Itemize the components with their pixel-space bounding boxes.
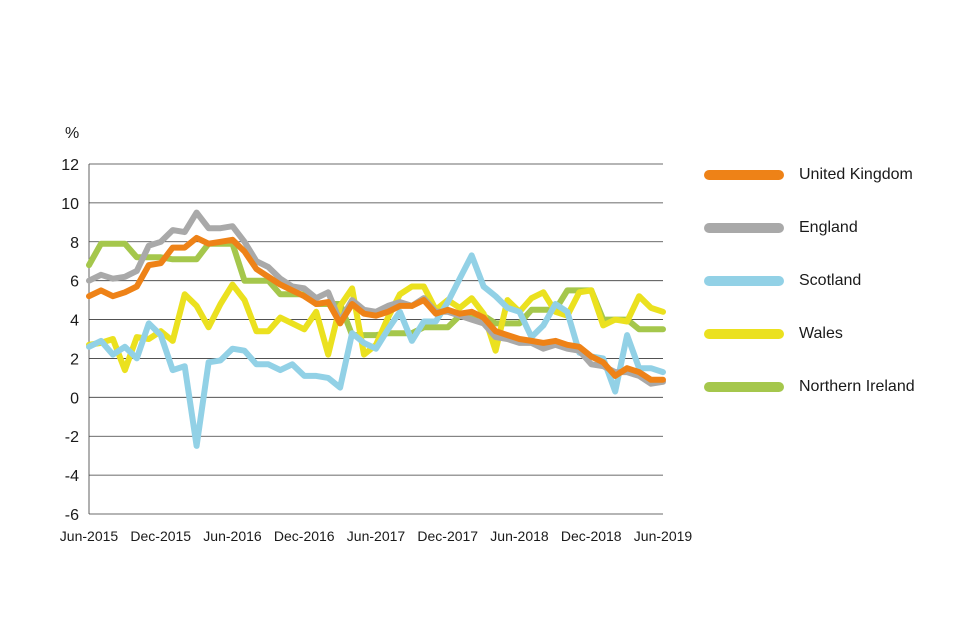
legend-swatch xyxy=(704,381,784,392)
legend-label: Scotland xyxy=(799,271,862,289)
x-tick-label: Dec-2015 xyxy=(130,528,191,544)
x-axis-ticks: Jun-2015 Dec-2015 Jun-2016 Dec-2016 Jun-2017… xyxy=(60,528,693,544)
y-tick-label: -4 xyxy=(65,468,79,485)
y-axis-unit-label: % xyxy=(65,125,79,142)
series-line-united-kingdom xyxy=(86,234,666,383)
gridlines xyxy=(88,163,663,515)
x-tick-label: Jun-2018 xyxy=(490,528,549,544)
series-line-england xyxy=(86,209,666,387)
legend-item-scotland: Scotland xyxy=(704,254,954,307)
legend-swatch xyxy=(704,169,784,180)
legend-item-northern-ireland: Northern Ireland xyxy=(704,360,954,413)
x-tick-label: Jun-2019 xyxy=(634,528,693,544)
y-tick-label: 2 xyxy=(70,351,79,368)
y-tick-label: 0 xyxy=(70,390,79,407)
x-tick-label: Dec-2017 xyxy=(417,528,478,544)
x-tick-label: Jun-2015 xyxy=(60,528,119,544)
legend-swatch xyxy=(704,328,784,339)
series-line-wales xyxy=(86,281,666,374)
y-tick-label: 12 xyxy=(61,157,79,174)
legend-label: England xyxy=(799,218,858,236)
x-tick-label: Jun-2016 xyxy=(203,528,262,544)
legend-item-england: England xyxy=(704,201,954,254)
legend-item-united-kingdom: United Kingdom xyxy=(704,148,954,201)
series-lines xyxy=(86,209,666,449)
x-tick-label: Dec-2016 xyxy=(274,528,335,544)
legend-label: Northern Ireland xyxy=(799,377,915,395)
y-tick-label: -2 xyxy=(65,429,79,446)
y-tick-label: 4 xyxy=(70,313,79,330)
y-tick-label: -6 xyxy=(65,507,79,524)
y-tick-label: 10 xyxy=(61,196,79,213)
x-tick-label: Dec-2018 xyxy=(561,528,622,544)
y-tick-label: 6 xyxy=(70,274,79,291)
legend-swatch xyxy=(704,275,784,286)
legend-item-wales: Wales xyxy=(704,307,954,360)
series-line-northern-ireland xyxy=(86,240,666,339)
legend: United Kingdom England Scotland Wales No… xyxy=(704,148,954,413)
series-line-scotland xyxy=(86,252,666,449)
y-axis-ticks: 12 10 8 6 4 2 0 -2 -4 -6 xyxy=(61,157,79,524)
legend-label: United Kingdom xyxy=(799,165,913,183)
y-tick-label: 8 xyxy=(70,235,79,252)
x-tick-label: Jun-2017 xyxy=(347,528,406,544)
legend-label: Wales xyxy=(799,324,843,342)
legend-swatch xyxy=(704,222,784,233)
